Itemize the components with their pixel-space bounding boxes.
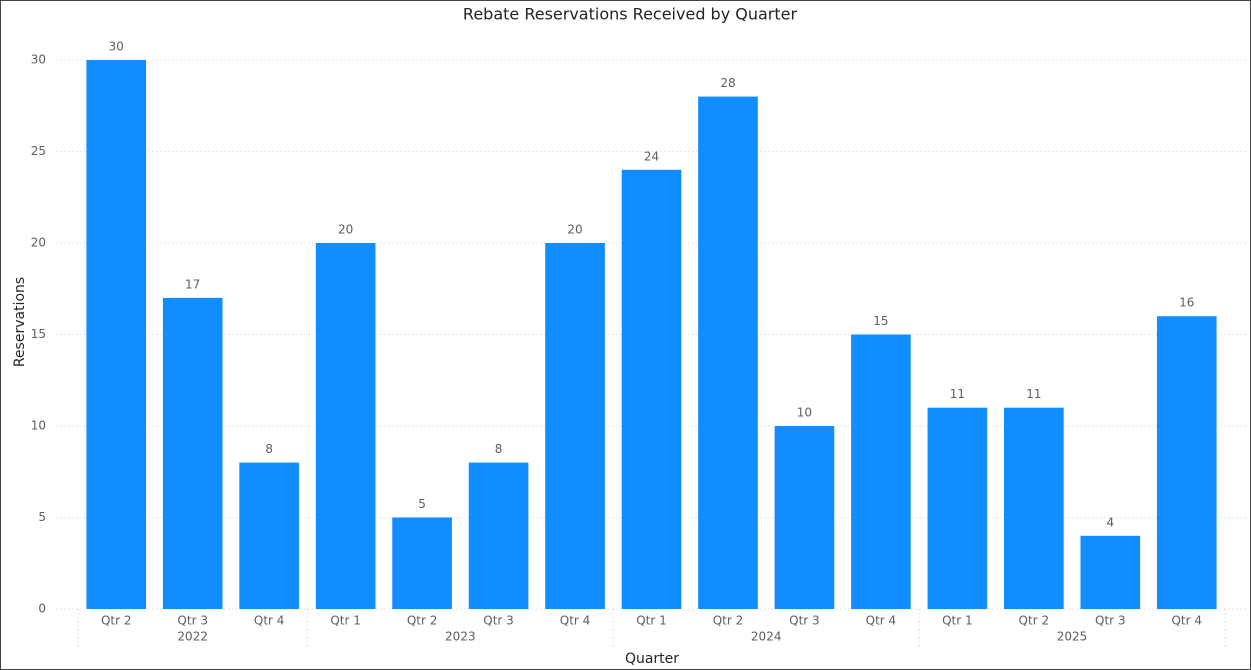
bar — [698, 96, 758, 610]
x-group-label: 2024 — [751, 630, 782, 644]
x-tick-label: Qtr 3 — [789, 614, 820, 628]
y-tick-label: 20 — [31, 236, 46, 250]
x-tick-label: Qtr 2 — [713, 614, 744, 628]
x-tick-label: Qtr 3 — [177, 614, 208, 628]
x-group-label: 2025 — [1057, 630, 1088, 644]
bar — [162, 297, 223, 609]
data-label: 5 — [418, 497, 426, 511]
x-tick-label: Qtr 2 — [407, 614, 438, 628]
y-tick-label: 10 — [31, 419, 46, 433]
x-tick-label: Qtr 2 — [101, 614, 132, 628]
y-tick-label: 15 — [31, 327, 46, 341]
x-tick-label: Qtr 1 — [942, 614, 973, 628]
x-tick-label: Qtr 4 — [254, 614, 285, 628]
x-group-label: 2022 — [177, 630, 208, 644]
data-label: 10 — [797, 406, 812, 420]
x-tick-label: Qtr 3 — [1095, 614, 1126, 628]
data-label: 11 — [1026, 387, 1041, 401]
bar — [545, 243, 605, 609]
y-tick-label: 25 — [31, 144, 46, 158]
bar — [1004, 407, 1064, 609]
x-tick-label: Qtr 4 — [866, 614, 897, 628]
bar — [1156, 316, 1217, 609]
bar — [774, 426, 835, 609]
data-label: 4 — [1106, 515, 1114, 529]
data-label: 16 — [1179, 296, 1194, 310]
data-label: 17 — [185, 277, 200, 291]
data-label: 20 — [338, 223, 353, 237]
chart-title: Rebate Reservations Received by Quarter — [463, 5, 798, 24]
x-tick-label: Qtr 1 — [330, 614, 361, 628]
bar — [851, 334, 911, 609]
data-label: 15 — [873, 314, 888, 328]
bar — [392, 517, 452, 609]
bar — [86, 60, 147, 609]
bar — [239, 462, 299, 609]
data-label: 11 — [950, 387, 965, 401]
x-tick-label: Qtr 1 — [636, 614, 667, 628]
y-axis-title: Reservations — [12, 277, 28, 367]
data-label: 24 — [644, 149, 659, 163]
data-label: 20 — [567, 223, 582, 237]
y-tick-label: 30 — [31, 53, 46, 67]
x-axis-title: Quarter — [625, 651, 679, 667]
data-label: 30 — [109, 40, 124, 54]
bar — [927, 407, 988, 609]
bar — [621, 169, 682, 610]
x-tick-label: Qtr 3 — [483, 614, 514, 628]
bar — [315, 243, 376, 609]
data-label: 8 — [265, 442, 273, 456]
x-tick-label: Qtr 4 — [1171, 614, 1202, 628]
bar — [1080, 535, 1141, 609]
data-label: 8 — [495, 442, 503, 456]
x-tick-label: Qtr 2 — [1019, 614, 1050, 628]
y-tick-label: 0 — [38, 602, 46, 616]
bar — [468, 462, 529, 609]
data-label: 28 — [720, 76, 735, 90]
x-group-label: 2023 — [445, 630, 476, 644]
x-tick-label: Qtr 4 — [560, 614, 591, 628]
y-tick-label: 5 — [38, 510, 46, 524]
